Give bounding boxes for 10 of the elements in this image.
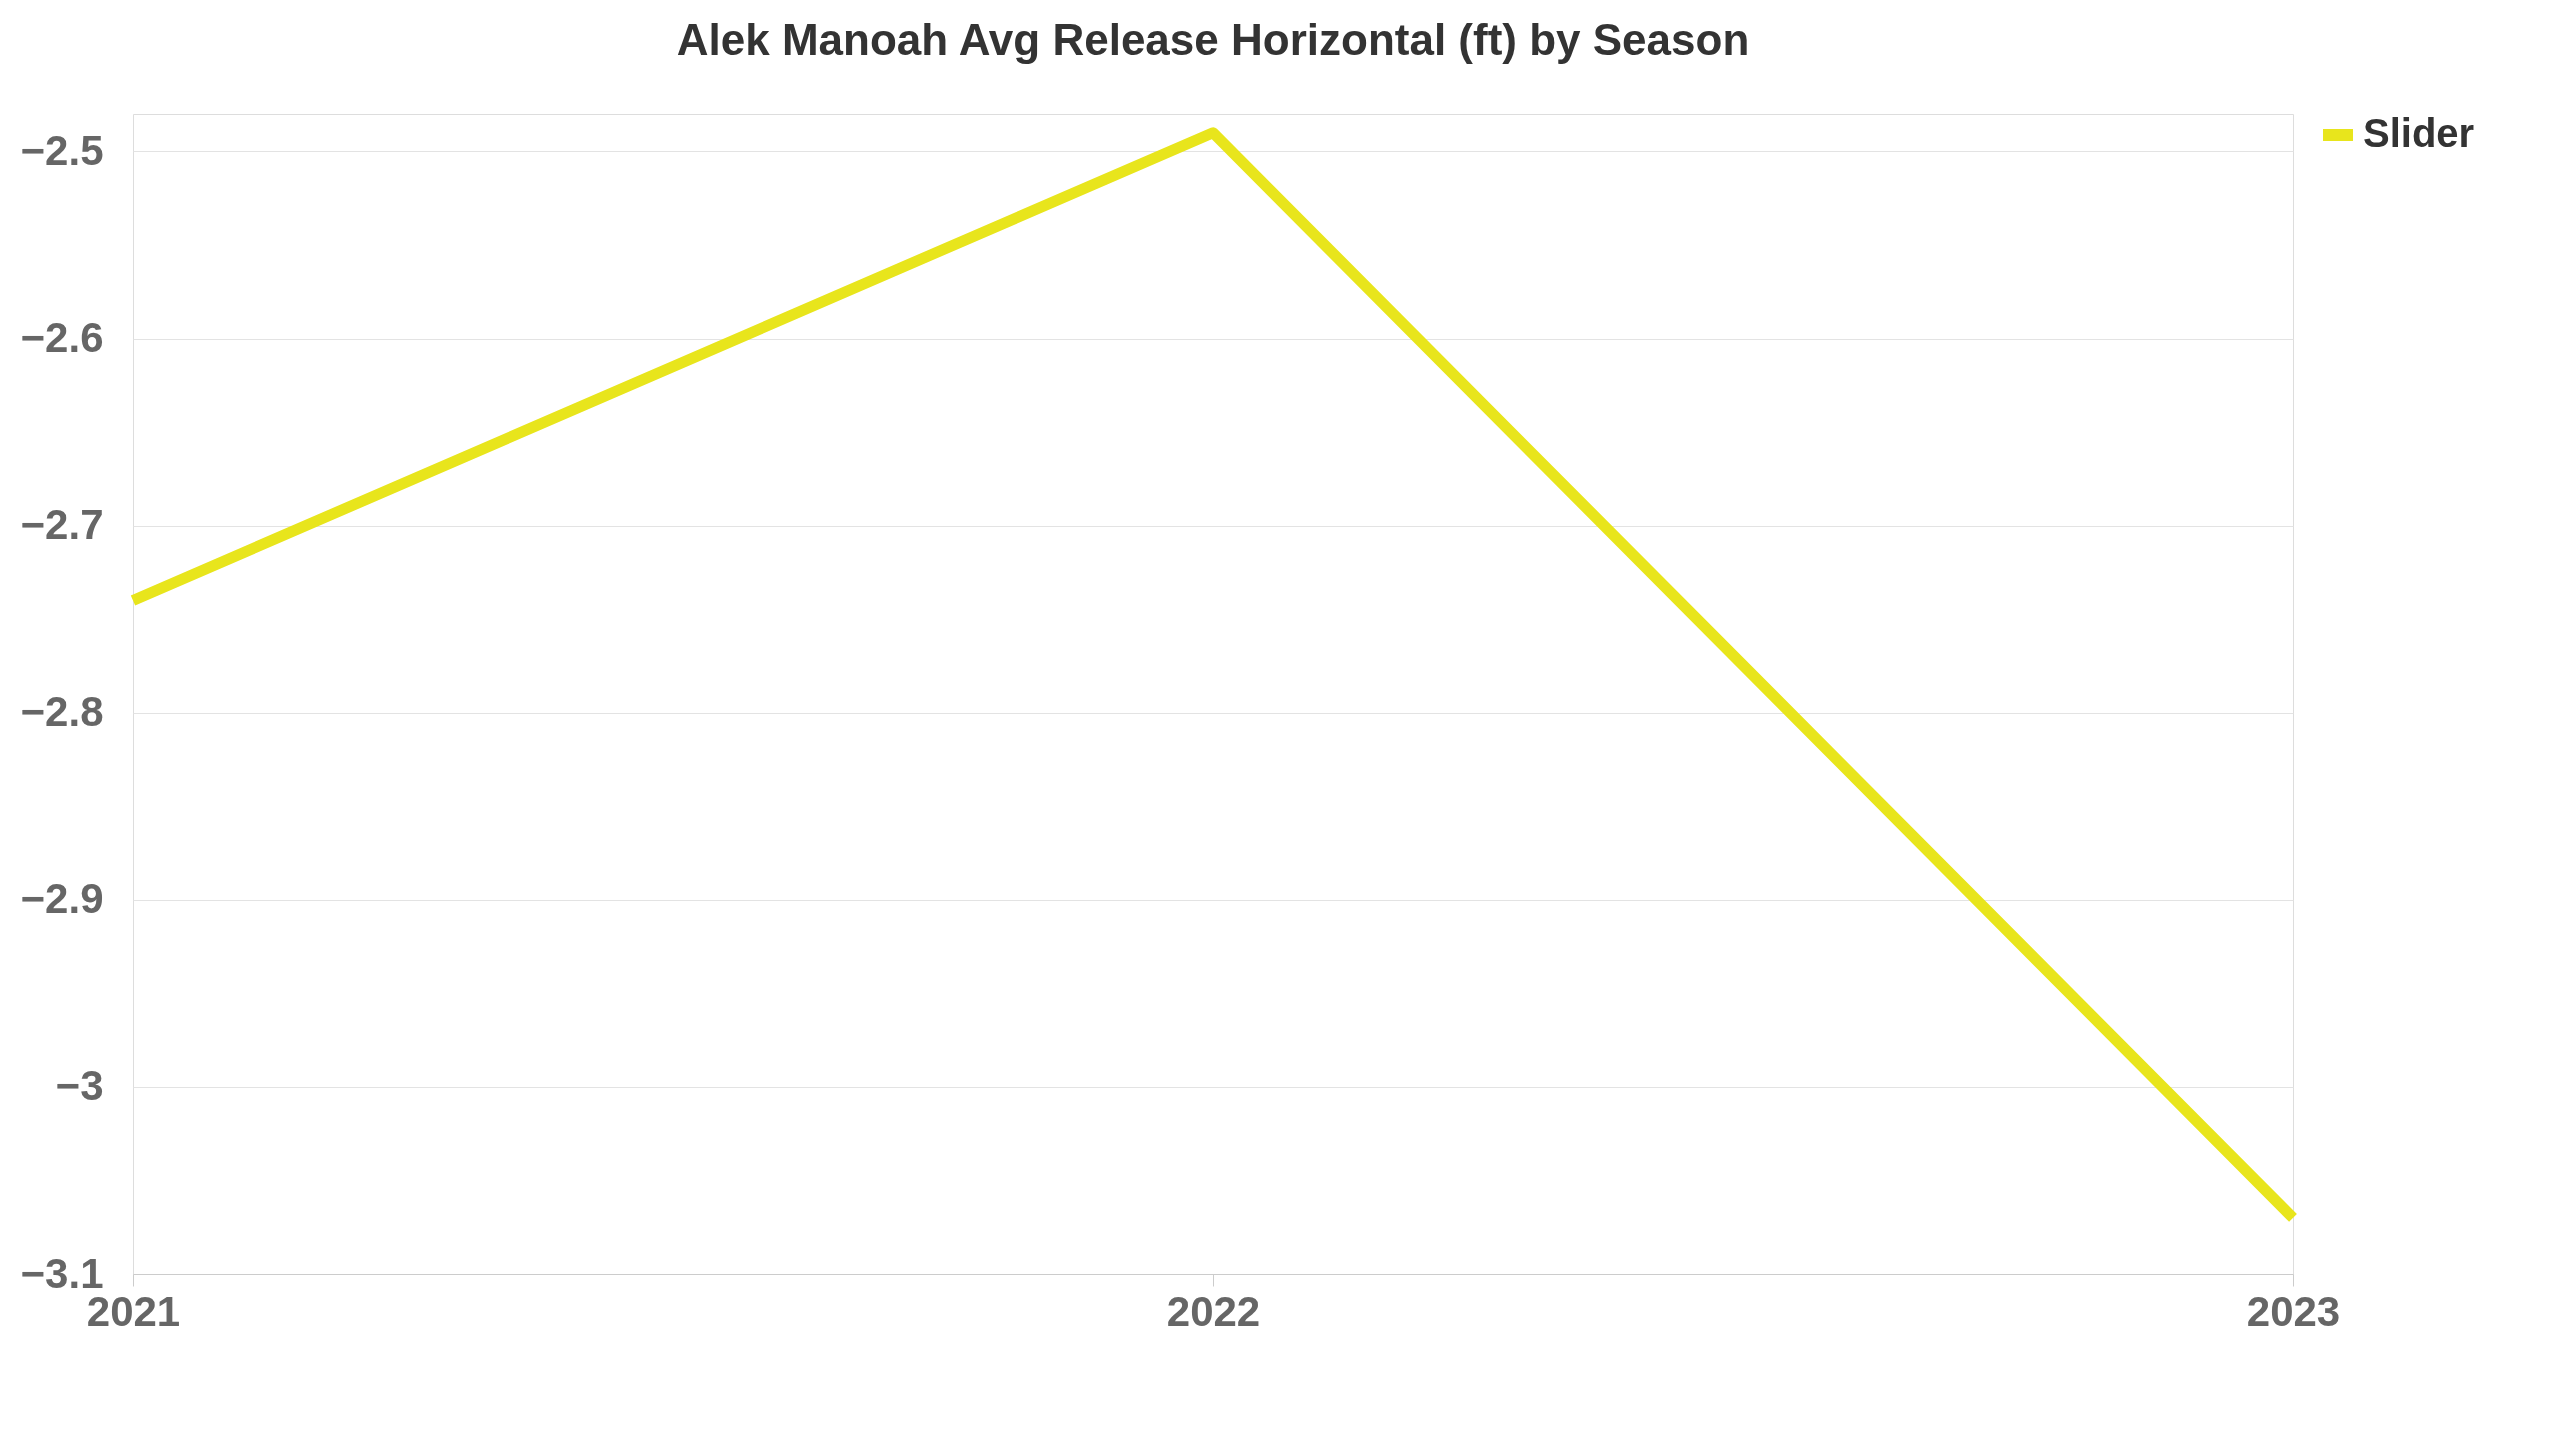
- y-tick-label: −2.7: [20, 501, 104, 549]
- y-tick-label: −2.9: [20, 875, 104, 923]
- y-tick-label: −2.5: [20, 126, 104, 174]
- x-tick-label: 2023: [2246, 1287, 2341, 1335]
- y-tick-label: −3: [55, 1062, 104, 1110]
- legend-label: Slider: [2363, 111, 2475, 155]
- x-tick-label: 2022: [1166, 1287, 1261, 1335]
- chart-title: Alek Manoah Avg Release Horizontal (ft) by Season: [676, 15, 1750, 64]
- y-tick-label: −2.6: [20, 314, 104, 362]
- y-tick-label: −2.8: [20, 688, 104, 736]
